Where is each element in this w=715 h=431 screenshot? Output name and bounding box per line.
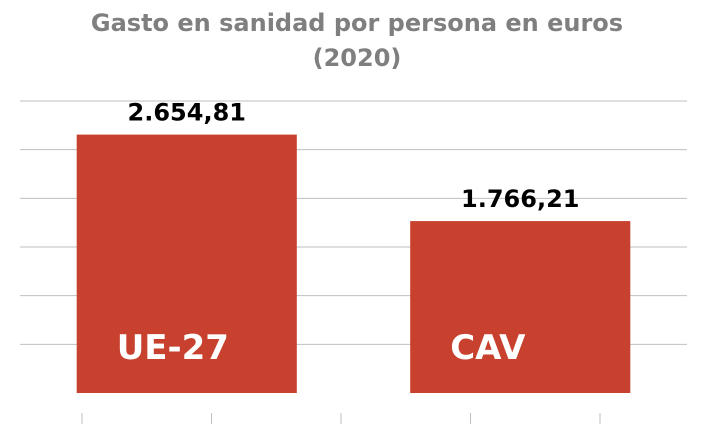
- bar-ue-27: [76, 134, 297, 393]
- x-axis-ticks: [81, 413, 601, 424]
- category-label-cav: CAV: [450, 328, 526, 368]
- value-label-ue-27: 2.654,81: [128, 99, 246, 127]
- chart-title-line-1: Gasto en sanidad por persona en euros: [91, 9, 623, 37]
- bar-cav: [410, 221, 631, 393]
- value-label-cav: 1.766,21: [461, 185, 579, 213]
- bars: 2.654,81 UE-27 1.766,21 CAV: [76, 99, 631, 393]
- category-label-ue-27: UE-27: [117, 328, 229, 368]
- chart-title-line-2: (2020): [313, 44, 402, 72]
